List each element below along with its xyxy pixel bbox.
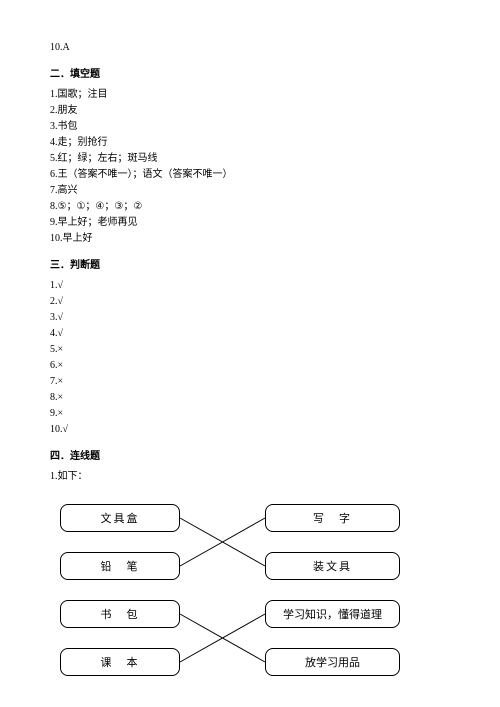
left-box-2: 书 包: [60, 600, 180, 628]
section3-title: 三．判断题: [50, 256, 450, 271]
judge-item: 3.√: [50, 311, 450, 325]
right-box-1: 装文具: [265, 552, 400, 580]
judge-item: 8.×: [50, 391, 450, 405]
fill-item: 4.走；别抢行: [50, 136, 450, 150]
left-box-0: 文具盒: [60, 504, 180, 532]
fill-item: 9.早上好；老师再见: [50, 216, 450, 230]
section2-title: 二．填空题: [50, 65, 450, 80]
judge-item: 4.√: [50, 327, 450, 341]
judge-item: 1.√: [50, 279, 450, 293]
fill-item: 5.红；绿；左右；斑马线: [50, 152, 450, 166]
judge-item: 10.√: [50, 423, 450, 437]
right-box-3: 放学习用品: [265, 648, 400, 676]
fill-item: 8.⑤；①；④；③；②: [50, 200, 450, 214]
section4-intro: 1.如下：: [50, 470, 450, 484]
section2-list: 1.国歌；注目 2.朋友 3.书包 4.走；别抢行 5.红；绿；左右；斑马线 6…: [50, 88, 450, 246]
fill-item: 7.高兴: [50, 184, 450, 198]
section3-list: 1.√ 2.√ 3.√ 4.√ 5.× 6.× 7.× 8.× 9.× 10.√: [50, 279, 450, 437]
fill-item: 1.国歌；注目: [50, 88, 450, 102]
fill-item: 2.朋友: [50, 104, 450, 118]
fill-item: 6.王（答案不唯一）；语文（答案不唯一）: [50, 168, 450, 182]
fill-item: 3.书包: [50, 120, 450, 134]
header-line: 10.A: [50, 40, 450, 55]
matching-diagram: 文具盒 铅 笔 书 包 课 本 写 字 装文具 学习知识，懂得道理 放学习用品: [50, 504, 410, 694]
judge-item: 9.×: [50, 407, 450, 421]
judge-item: 2.√: [50, 295, 450, 309]
left-box-1: 铅 笔: [60, 552, 180, 580]
right-box-0: 写 字: [265, 504, 400, 532]
judge-item: 6.×: [50, 359, 450, 373]
section4-title: 四．连线题: [50, 447, 450, 462]
left-box-3: 课 本: [60, 648, 180, 676]
fill-item: 10.早上好: [50, 232, 450, 246]
right-box-2: 学习知识，懂得道理: [265, 600, 400, 628]
judge-item: 7.×: [50, 375, 450, 389]
judge-item: 5.×: [50, 343, 450, 357]
